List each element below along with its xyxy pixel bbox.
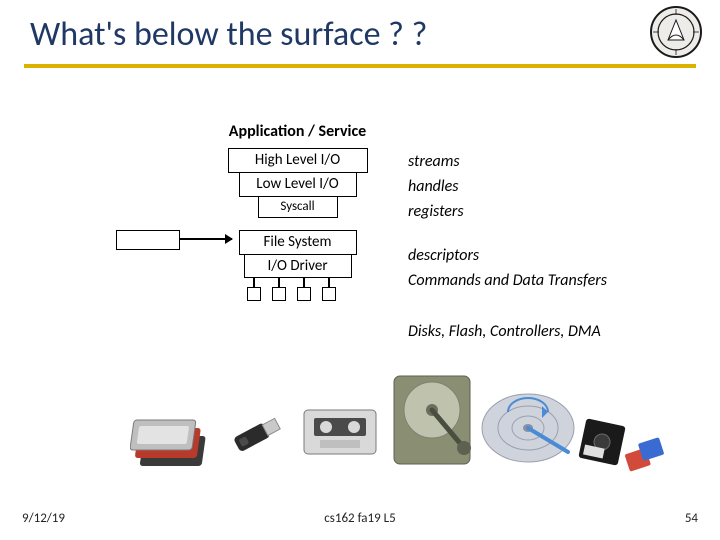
usb-drive-icon (226, 406, 290, 467)
layer-low-level-io: Low Level I/O (239, 173, 357, 197)
layer-io-driver: I/O Driver (244, 255, 352, 279)
hdd-open-icon (386, 370, 478, 475)
hardware-row (130, 370, 610, 480)
label-descriptors: descriptors (408, 246, 607, 265)
layer-syscall: Syscall (258, 197, 338, 218)
layer-high-level-io: High Level I/O (228, 148, 368, 173)
callout-box (116, 230, 180, 250)
label-disks: Disks, Flash, Controllers, DMA (408, 322, 607, 341)
footer-page-number: 54 (685, 511, 698, 526)
layer-application: Application / Service (210, 120, 385, 148)
media-chips-icon (618, 436, 674, 481)
label-commands: Commands and Data Transfers (408, 271, 607, 290)
layer-labels: streams handles registers descriptors Co… (408, 152, 607, 347)
disk-platter-icon (478, 382, 578, 479)
label-streams: streams (408, 152, 607, 171)
layer-file-system: File System (239, 230, 357, 255)
footer-course: cs162 fa19 L5 (0, 511, 720, 526)
label-registers: registers (408, 202, 607, 221)
driver-probes (223, 278, 373, 306)
title-underline (24, 64, 696, 68)
io-stack: Application / Service High Level I/O Low… (210, 120, 385, 306)
ssd-icon (130, 406, 220, 475)
page-title: What's below the surface ? ? (30, 14, 427, 55)
tape-cassette-icon (298, 400, 382, 469)
university-seal-icon (650, 6, 702, 58)
label-handles: handles (408, 177, 607, 196)
